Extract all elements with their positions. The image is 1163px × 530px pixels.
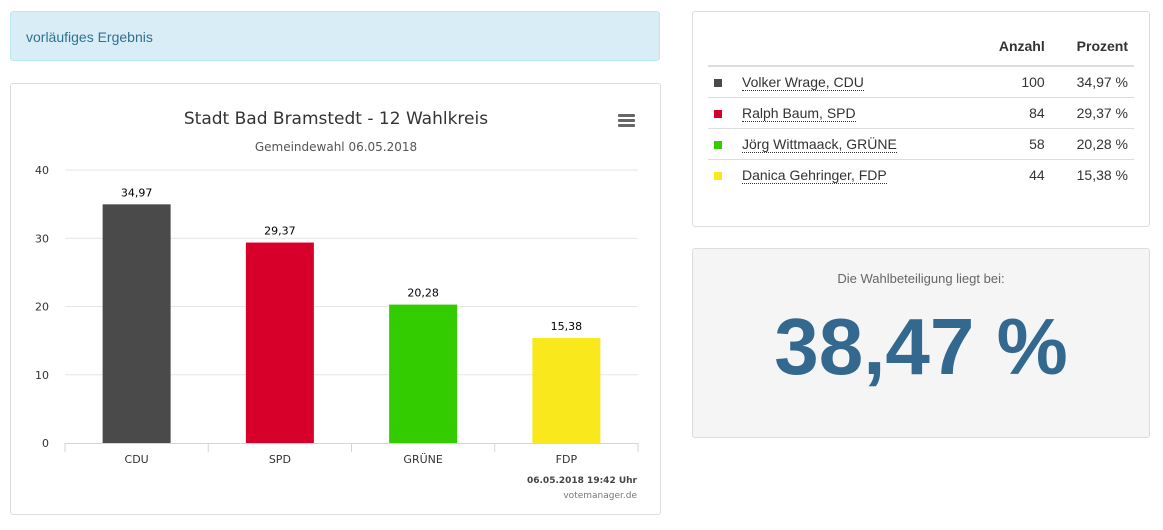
color-swatch-fdp	[714, 172, 722, 180]
results-header-row: Anzahl Prozent	[708, 27, 1134, 67]
results-panel: Anzahl Prozent Volker Wrage, CDU 100 34,…	[692, 11, 1150, 227]
status-alert: vorläufiges Ergebnis	[10, 11, 660, 61]
header-percent: Prozent	[1050, 27, 1134, 67]
y-tick-label: 30	[35, 232, 49, 245]
turnout-label: Die Wahlbeteiligung liegt bei:	[837, 271, 1005, 286]
y-tick-label: 0	[42, 437, 49, 450]
vote-count: 44	[975, 159, 1051, 190]
candidate-link[interactable]: Danica Gehringer, FDP	[742, 167, 887, 184]
x-category-label: CDU	[125, 453, 149, 466]
y-tick-label: 20	[35, 301, 49, 314]
table-row: Volker Wrage, CDU 100 34,97 %	[708, 66, 1134, 98]
candidate-link[interactable]: Ralph Baum, SPD	[742, 105, 856, 122]
bar-grüne[interactable]	[389, 304, 458, 443]
x-category-label: FDP	[556, 453, 578, 466]
chart-timestamp: 06.05.2018 19:42 Uhr	[527, 476, 638, 486]
chart-subtitle: Gemeindewahl 06.05.2018	[255, 140, 417, 154]
chart-credit-link[interactable]: votemanager.de	[563, 491, 637, 501]
vote-percent: 20,28 %	[1050, 128, 1134, 160]
bar-cdu[interactable]	[102, 204, 171, 443]
vote-percent: 29,37 %	[1050, 97, 1134, 129]
bar-fdp[interactable]	[532, 338, 601, 443]
vote-count: 100	[1021, 74, 1045, 90]
vote-count: 84	[975, 97, 1051, 129]
results-table: Anzahl Prozent Volker Wrage, CDU 100 34,…	[708, 27, 1134, 190]
x-category-label: SPD	[269, 453, 291, 466]
data-label: 34,97	[121, 186, 153, 199]
y-tick-label: 40	[35, 164, 49, 177]
turnout-panel: Die Wahlbeteiligung liegt bei: 38,47 %	[692, 248, 1150, 438]
header-name	[708, 27, 976, 67]
table-row: Ralph Baum, SPD 84 29,37 %	[708, 97, 1134, 129]
table-row: Danica Gehringer, FDP 44 15,38 %	[708, 159, 1134, 190]
vote-percent: 15,38 %	[1050, 159, 1134, 190]
chart-panel: Stadt Bad Bramstedt - 12 Wahlkreis Gemei…	[10, 83, 661, 515]
data-label: 20,28	[407, 287, 439, 300]
turnout-value: 38,47 %	[774, 302, 1068, 391]
table-row: Jörg Wittmaack, GRÜNE 58 20,28 %	[708, 128, 1134, 160]
data-label: 15,38	[551, 320, 583, 333]
color-swatch-cdu	[714, 79, 722, 87]
data-label: 29,37	[264, 225, 296, 238]
x-category-label: GRÜNE	[403, 453, 442, 466]
bar-chart: Stadt Bad Bramstedt - 12 Wahlkreis Gemei…	[35, 109, 639, 501]
header-count: Anzahl	[975, 27, 1051, 67]
hamburger-menu-icon[interactable]	[615, 112, 639, 132]
vote-count: 58	[975, 128, 1051, 160]
status-text: vorläufiges Ergebnis	[26, 29, 153, 45]
color-swatch-spd	[714, 110, 722, 118]
chart-title: Stadt Bad Bramstedt - 12 Wahlkreis	[184, 109, 488, 129]
candidate-link[interactable]: Volker Wrage, CDU	[742, 74, 864, 91]
y-tick-label: 10	[35, 369, 49, 382]
vote-percent: 34,97 %	[1076, 74, 1128, 90]
color-swatch-gruene	[714, 141, 722, 149]
bar-spd[interactable]	[245, 242, 314, 443]
candidate-link[interactable]: Jörg Wittmaack, GRÜNE	[742, 136, 897, 153]
